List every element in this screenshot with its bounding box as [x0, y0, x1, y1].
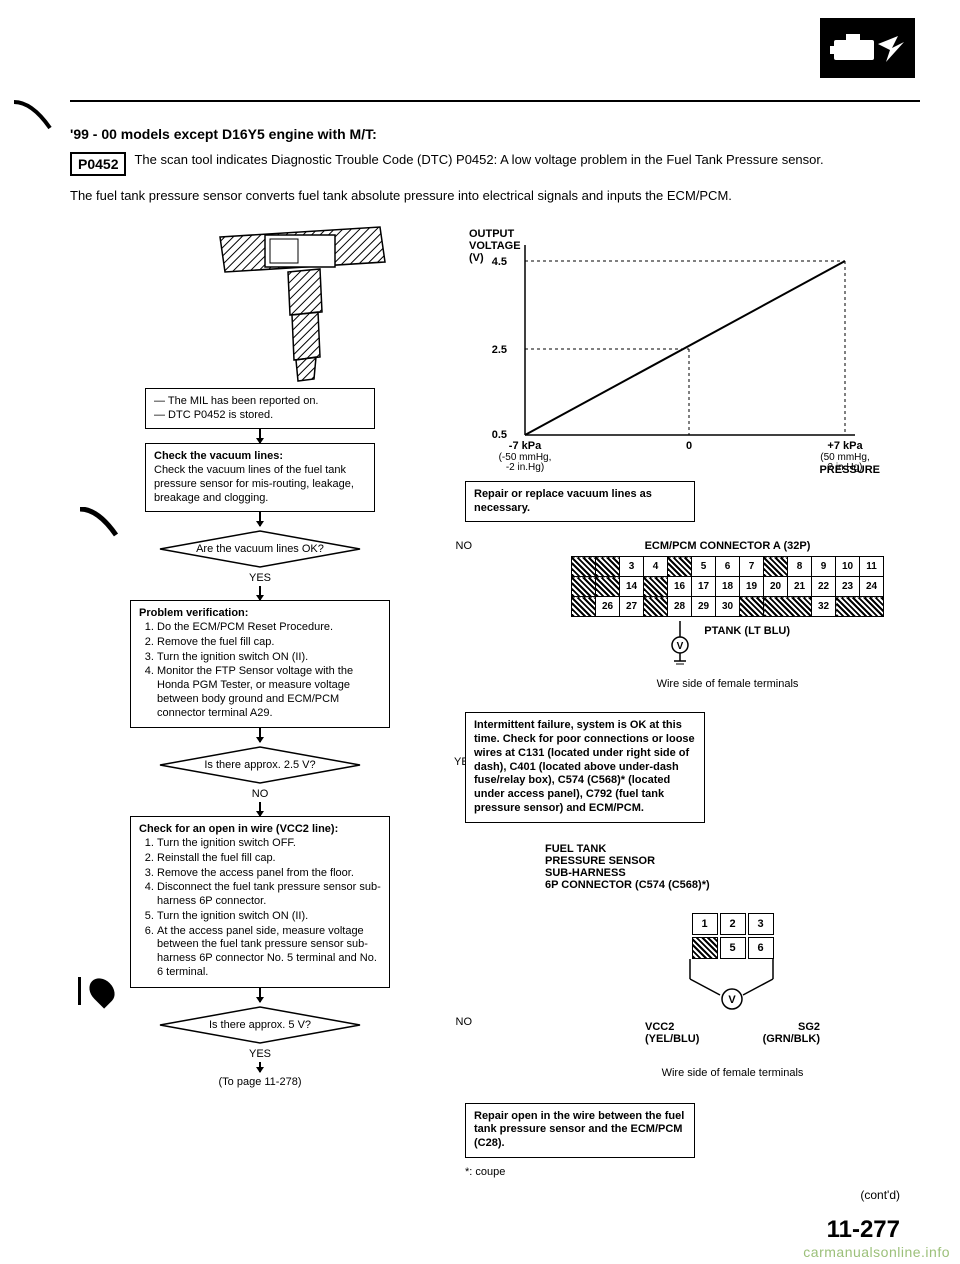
diamond1-text: Are the vacuum lines OK?: [140, 529, 380, 569]
conn-a-note: Wire side of female terminals: [535, 678, 920, 690]
conn6p-note: Wire side of female terminals: [545, 1067, 920, 1079]
ptank-label: PTANK (LT BLU): [704, 625, 790, 637]
diamond3-text: Is there approx. 5 V?: [140, 1005, 380, 1045]
oc-list: Turn the ignition switch OFF. Reinstall …: [155, 837, 381, 980]
sensor-illustration: [210, 217, 410, 382]
svg-text:OUTPUT: OUTPUT: [469, 228, 515, 240]
problem-verification-box: Problem verification: Do the ECM/PCM Res…: [130, 600, 390, 728]
oc-item: At the access panel side, measure voltag…: [157, 925, 381, 980]
pressure-voltage-chart: 4.5 2.5 0.5 OUTPUT VOLTAGE (V) -7 kPa: [465, 225, 920, 475]
mil-box: — The MIL has been reported on. — DTC P0…: [145, 388, 375, 430]
contd: (cont'd): [465, 1188, 900, 1202]
svg-text:V: V: [677, 641, 684, 652]
watermark: carmanualsonline.info: [803, 1244, 950, 1260]
diamond2-text: Is there approx. 2.5 V?: [140, 745, 380, 785]
diamond-25v: Is there approx. 2.5 V? YES: [70, 744, 450, 786]
svg-text:PRESSURE: PRESSURE: [819, 464, 880, 475]
pv-item: Turn the ignition switch ON (II).: [157, 651, 381, 665]
svg-text:-7 kPa: -7 kPa: [509, 440, 542, 452]
intermittent-box: Intermittent failure, system is OK at th…: [465, 712, 705, 822]
oc-item: Disconnect the fuel tank pressure sensor…: [157, 881, 381, 909]
svg-text:VOLTAGE: VOLTAGE: [469, 240, 521, 252]
pv-list: Do the ECM/PCM Reset Procedure. Remove t…: [155, 621, 381, 720]
dtc-description: The scan tool indicates Diagnostic Troub…: [134, 152, 823, 169]
svg-text:2.5: 2.5: [492, 344, 507, 356]
mil-text: — The MIL has been reported on. — DTC P0…: [154, 395, 319, 421]
ecm-connector-a: ECM/PCM CONNECTOR A (32P) 34567891011 14…: [535, 540, 920, 690]
pv-item: Do the ECM/PCM Reset Procedure.: [157, 621, 381, 635]
yes-label-1: YES: [70, 572, 450, 584]
conn6p-probe-icon: V: [645, 959, 820, 1015]
repair-open-box: Repair open in the wire between the fuel…: [465, 1103, 695, 1158]
pv-title: Problem verification:: [139, 607, 248, 619]
dtc-code-box: P0452: [70, 152, 126, 176]
to-page: (To page 11-278): [70, 1076, 450, 1088]
svg-text:+7 kPa: +7 kPa: [827, 440, 863, 452]
svg-text:4.5: 4.5: [492, 256, 507, 268]
vacuum-title: Check the vacuum lines:: [154, 450, 283, 462]
diamond-vacuum-ok: Are the vacuum lines OK? NO: [70, 528, 450, 570]
diamond-5v: Is there approx. 5 V? NO: [70, 1004, 450, 1046]
vcc2-label: VCC2 (YEL/BLU): [645, 1021, 699, 1045]
pv-item: Monitor the FTP Sensor voltage with the …: [157, 665, 381, 720]
oc-item: Remove the access panel from the floor.: [157, 867, 381, 881]
oc-item: Turn the ignition switch ON (II).: [157, 910, 381, 924]
side-marker-2: [78, 977, 113, 1005]
repair-vacuum-box: Repair or replace vacuum lines as necess…: [465, 481, 695, 523]
svg-text:0: 0: [686, 440, 692, 452]
conn-a-table: 34567891011 14161718192021222324 2627282…: [571, 556, 884, 617]
no-label-2: NO: [70, 788, 450, 800]
page-number: 11-277: [465, 1216, 900, 1244]
svg-text:(V): (V): [469, 252, 484, 264]
sensor-description: The fuel tank pressure sensor converts f…: [70, 188, 920, 205]
conn-a-title: ECM/PCM CONNECTOR A (32P): [535, 540, 920, 552]
coupe-note: *: coupe: [465, 1166, 920, 1178]
page-corner-mark: [12, 100, 52, 130]
repair-open-text: Repair open in the wire between the fuel…: [474, 1110, 684, 1150]
svg-text:V: V: [728, 994, 736, 1006]
pv-item: Remove the fuel fill cap.: [157, 636, 381, 650]
oc-title: Check for an open in wire (VCC2 line):: [139, 823, 338, 835]
yes-label-3: YES: [70, 1048, 450, 1060]
sg2-label: SG2 (GRN/BLK): [763, 1021, 820, 1045]
svg-text:0.5: 0.5: [492, 429, 507, 441]
intermittent-text: Intermittent failure, system is OK at th…: [474, 719, 695, 814]
vacuum-check-box: Check the vacuum lines: Check the vacuum…: [145, 443, 375, 512]
model-heading: '99 - 00 models except D16Y5 engine with…: [70, 126, 920, 142]
svg-text:-2 in.Hg): -2 in.Hg): [506, 462, 544, 473]
conn6p-table: 123 56: [690, 911, 776, 961]
open-check-box: Check for an open in wire (VCC2 line): T…: [130, 816, 390, 987]
conn6p-title: FUEL TANK PRESSURE SENSOR SUB-HARNESS 6P…: [545, 843, 920, 891]
oc-item: Turn the ignition switch OFF.: [157, 837, 381, 851]
oc-item: Reinstall the fuel fill cap.: [157, 852, 381, 866]
vacuum-body: Check the vacuum lines of the fuel tank …: [154, 464, 354, 504]
engine-icon: [820, 18, 915, 78]
fuel-tank-6p-connector: FUEL TANK PRESSURE SENSOR SUB-HARNESS 6P…: [545, 843, 920, 1079]
repair-vacuum-text: Repair or replace vacuum lines as necess…: [474, 488, 652, 514]
ptank-arrow-icon: V: [665, 621, 695, 665]
